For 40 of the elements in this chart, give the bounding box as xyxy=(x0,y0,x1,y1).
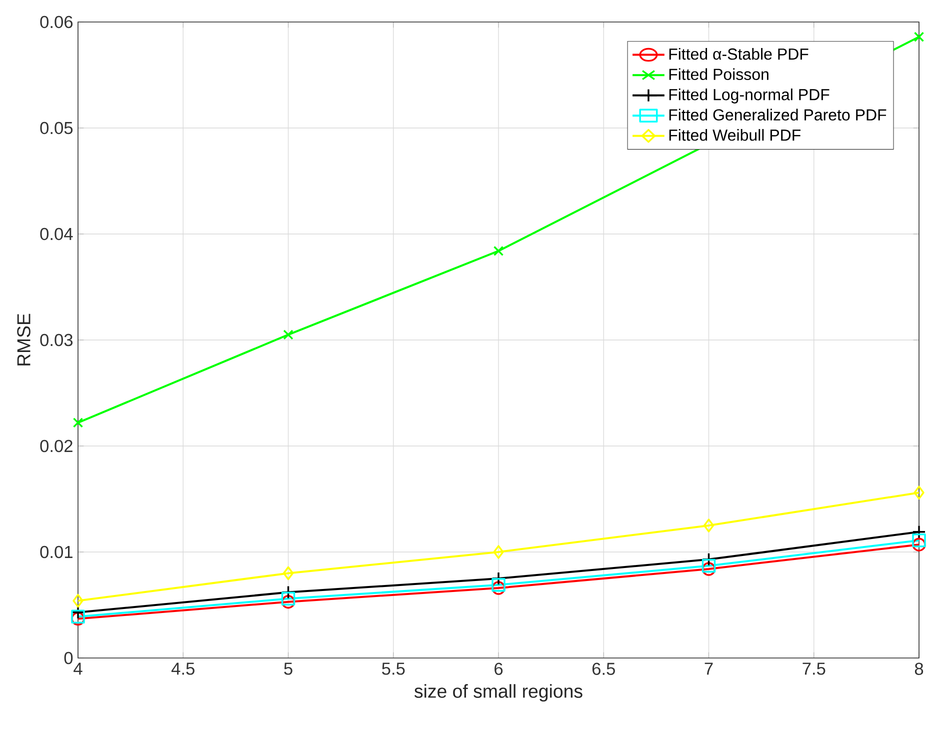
legend-label: Fitted Generalized Pareto PDF xyxy=(669,108,886,121)
x-tick-label: 5.5 xyxy=(382,662,405,675)
y-tick-label: 0.05 xyxy=(40,122,73,134)
point xyxy=(283,330,294,340)
y-axis-title: RMSE xyxy=(17,314,30,366)
point xyxy=(281,592,296,606)
point xyxy=(702,562,716,576)
x-tick-label: 8 xyxy=(914,662,924,675)
x-tick-label: 7.5 xyxy=(802,662,826,675)
x-tick-label: 5 xyxy=(284,662,292,675)
point xyxy=(71,606,85,620)
y-tick-label: 0.03 xyxy=(40,334,73,346)
point xyxy=(703,518,714,532)
point xyxy=(702,558,716,573)
legend-label: Fitted α-Stable PDF xyxy=(669,48,808,60)
point xyxy=(492,578,506,592)
point xyxy=(912,524,926,539)
point xyxy=(914,486,924,500)
point xyxy=(914,32,924,42)
x-tick-label: 4 xyxy=(74,662,82,675)
legend-label: Fitted Log-normal PDF xyxy=(669,88,830,104)
point xyxy=(281,594,296,609)
x-tick-label: 6 xyxy=(494,662,503,675)
y-tick-label: 0.02 xyxy=(40,440,72,452)
x-axis-title: size of small regions xyxy=(414,684,582,702)
point xyxy=(493,246,504,256)
x-tick-label: 4.5 xyxy=(171,662,194,675)
legend-label: Fitted Poisson xyxy=(669,68,768,80)
point xyxy=(493,545,504,559)
y-tick-label: 0.01 xyxy=(40,546,72,558)
y-tick-label: 0.04 xyxy=(40,228,73,240)
point xyxy=(912,533,926,548)
y-tick-label: 0 xyxy=(64,652,73,664)
point xyxy=(72,594,84,608)
x-tick-label: 6.5 xyxy=(592,662,615,675)
point xyxy=(72,418,84,428)
point xyxy=(282,566,294,580)
y-tick-label: 0.06 xyxy=(40,16,73,28)
legend-label: Fitted Weibull PDF xyxy=(669,129,800,141)
x-tick-label: 7 xyxy=(704,662,713,675)
